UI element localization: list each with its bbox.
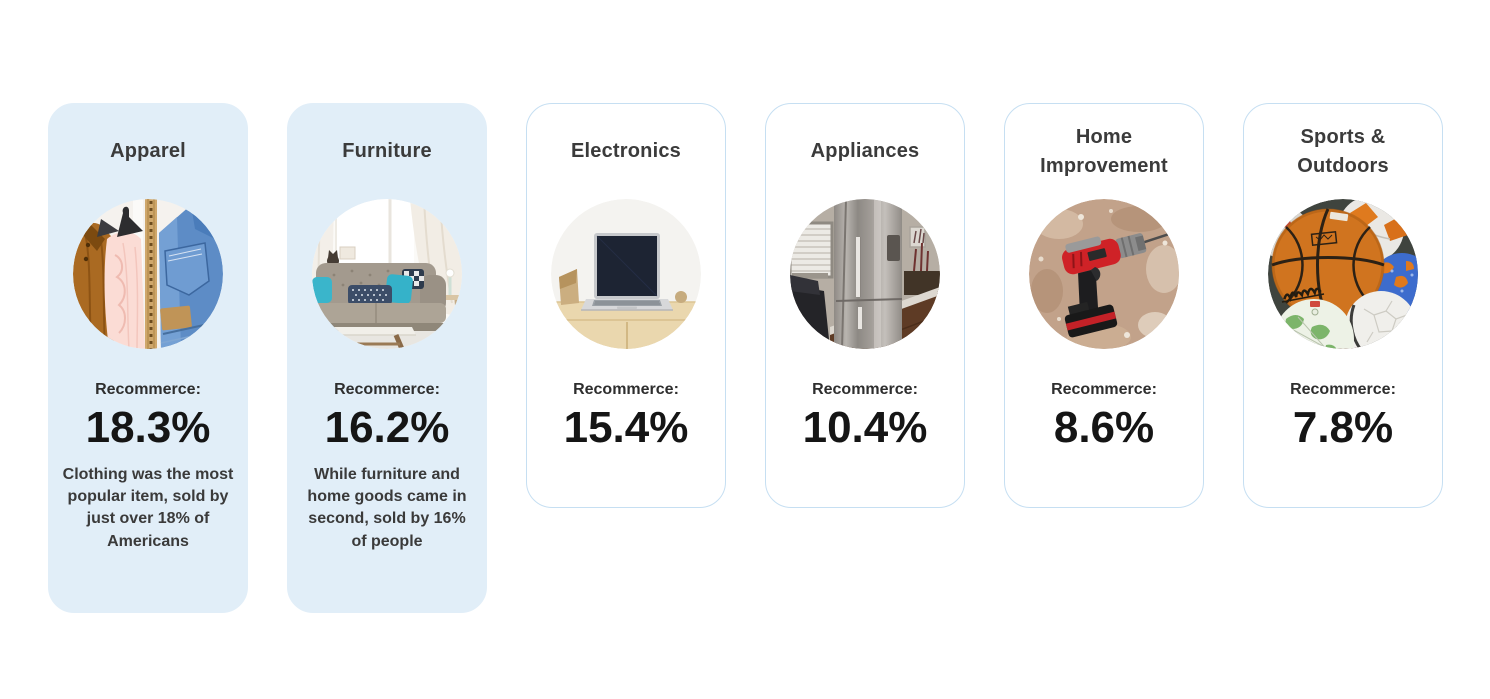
recommerce-value: 10.4% — [802, 403, 928, 452]
apparel-photo — [73, 199, 223, 349]
recommerce-value: 7.8% — [1292, 403, 1394, 452]
recommerce-value: 8.6% — [1053, 403, 1155, 452]
furniture-photo — [312, 199, 462, 349]
recommerce-label: Recommerce: — [1290, 381, 1396, 398]
card-title: Sports & Outdoors — [1297, 125, 1389, 177]
recommerce-value: 15.4% — [563, 403, 689, 452]
category-card-furniture: Furniture — [287, 103, 487, 613]
category-card-sports-outdoors: Sports & Outdoors — [1243, 103, 1443, 508]
card-title: Electronics — [570, 140, 682, 162]
recommerce-value: 16.2% — [324, 403, 450, 452]
electronics-photo — [551, 199, 701, 349]
recommerce-label: Recommerce: — [573, 381, 679, 398]
card-title: Appliances — [810, 140, 920, 162]
category-card-appliances: Appliances — [765, 103, 965, 508]
home-improvement-photo — [1029, 199, 1179, 349]
card-description: While furniture and home goods came in s… — [307, 466, 467, 550]
recommerce-label: Recommerce: — [1051, 381, 1157, 398]
card-description: Clothing was the most popular item, sold… — [62, 466, 234, 550]
category-card-home-improvement: Home Improvement — [1004, 103, 1204, 508]
recommerce-label: Recommerce: — [812, 381, 918, 398]
sports-outdoors-photo — [1268, 199, 1418, 349]
recommerce-value: 18.3% — [85, 403, 211, 452]
recommerce-label: Recommerce: — [334, 381, 440, 398]
card-title: Furniture — [342, 140, 432, 162]
recommerce-cards-row: Apparel — [48, 103, 1443, 613]
category-card-electronics: Electronics — [526, 103, 726, 508]
card-title: Home Improvement — [1040, 125, 1168, 177]
appliances-photo — [790, 199, 940, 349]
category-card-apparel: Apparel — [48, 103, 248, 613]
recommerce-label: Recommerce: — [95, 381, 201, 398]
card-title: Apparel — [110, 140, 186, 162]
